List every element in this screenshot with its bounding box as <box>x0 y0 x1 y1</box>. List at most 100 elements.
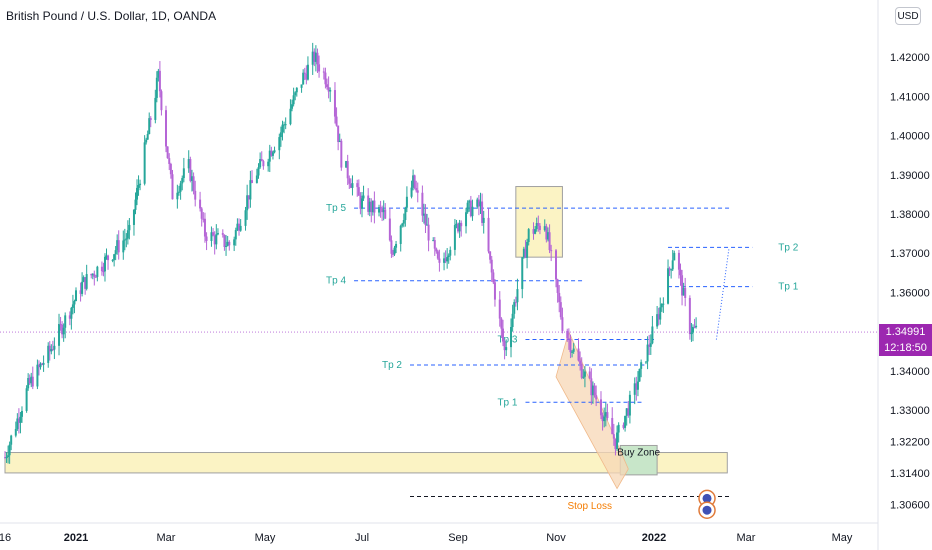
candle-body <box>482 217 485 223</box>
candle-body <box>10 435 13 445</box>
candle-body <box>316 52 319 65</box>
current-price-badge: 1.34991 <box>879 324 932 341</box>
candle-body <box>622 424 625 428</box>
stop-loss-label: Stop Loss <box>567 501 611 512</box>
candle-body <box>113 254 116 260</box>
candle-body <box>73 301 76 305</box>
annotations-layer: Buy Zone Stop Loss <box>567 448 716 519</box>
time-tick-label: Mar <box>157 532 176 544</box>
candle-body <box>595 395 598 400</box>
candle-body <box>146 134 149 140</box>
candle-body <box>662 303 665 305</box>
candle-body <box>588 371 591 379</box>
target-level-label-1: Tp 4 <box>326 276 346 287</box>
candle-body <box>493 282 496 300</box>
time-tick-label: 2022 <box>642 532 666 544</box>
candle-body <box>426 224 429 226</box>
zones-layer <box>4 186 728 490</box>
candle-body <box>281 124 284 133</box>
candle-body <box>102 271 105 273</box>
candle-body <box>612 434 615 439</box>
candle-body <box>145 139 148 143</box>
candle-body <box>16 418 19 429</box>
candle-body <box>421 192 424 216</box>
candle-body <box>82 277 85 282</box>
candle-body <box>546 232 549 240</box>
chart-title: British Pound / U.S. Dollar, 1D, OANDA <box>6 9 216 23</box>
candle-body <box>410 187 413 197</box>
candle-body <box>39 363 42 368</box>
candle-body <box>160 91 163 111</box>
candle-body <box>695 325 698 328</box>
candle-body <box>416 190 419 193</box>
price-tick-label: 1.31400 <box>890 468 930 480</box>
candle-body <box>96 266 99 277</box>
candle-body <box>679 269 682 276</box>
candle-body <box>391 253 394 255</box>
time-tick-label: Nov <box>546 532 566 544</box>
candle-body <box>487 217 490 252</box>
candle-body <box>691 326 694 333</box>
candle-body <box>223 234 226 247</box>
candle-body <box>212 232 215 236</box>
candle-body <box>550 250 553 252</box>
candle-body <box>259 158 262 168</box>
candle-body <box>673 252 676 261</box>
falling-wedge-shape <box>555 330 629 490</box>
candle-body <box>510 327 513 348</box>
price-tick-label: 1.39000 <box>890 170 930 182</box>
candle-body <box>116 240 119 251</box>
target-level-label-4: Tp 1 <box>497 397 517 408</box>
candle-body <box>625 408 628 416</box>
candle-body <box>182 168 185 179</box>
candle-body <box>688 297 691 335</box>
candle-body <box>449 249 452 256</box>
candle-body <box>202 218 205 220</box>
candle-body <box>505 347 508 351</box>
candle-body <box>255 175 258 183</box>
candle-body <box>577 348 580 361</box>
candle-body <box>636 381 639 390</box>
candle-body <box>579 360 582 364</box>
candle-body <box>233 239 236 246</box>
candle-body <box>390 240 393 254</box>
candle-body <box>136 187 139 200</box>
candle-body <box>359 195 362 209</box>
candle-body <box>640 362 643 369</box>
candle-body <box>617 424 620 433</box>
candle-body <box>361 198 363 209</box>
candle-body <box>14 428 17 436</box>
candle-body <box>31 376 34 387</box>
candle-body <box>221 233 224 235</box>
candle-body <box>329 90 332 92</box>
candle-body <box>583 371 586 377</box>
candle-body <box>279 132 282 138</box>
price-tick-label: 1.36000 <box>890 287 930 299</box>
candle-body <box>85 274 88 289</box>
candle-body <box>314 52 317 62</box>
candle-body <box>114 250 117 255</box>
currency-button[interactable]: USD <box>895 7 921 25</box>
candle-body <box>606 412 609 419</box>
candle-body <box>270 150 273 156</box>
candle-body <box>545 226 548 240</box>
candle-body <box>538 225 541 231</box>
candle-body <box>289 108 292 125</box>
candle-body <box>158 70 161 92</box>
candle-body <box>181 178 184 184</box>
candle-body <box>624 415 627 428</box>
candle-body <box>427 224 430 241</box>
candle-body <box>571 351 574 353</box>
candle-body <box>58 323 61 346</box>
candle-body <box>503 341 506 351</box>
candle-body <box>527 229 530 242</box>
candle-body <box>216 233 219 235</box>
candle-body <box>260 158 263 162</box>
candle-body <box>371 200 374 213</box>
candle-body <box>283 124 286 126</box>
candle-body <box>514 302 517 304</box>
candle-body <box>234 230 237 240</box>
candle-body <box>267 161 270 167</box>
candle-body <box>36 364 39 387</box>
